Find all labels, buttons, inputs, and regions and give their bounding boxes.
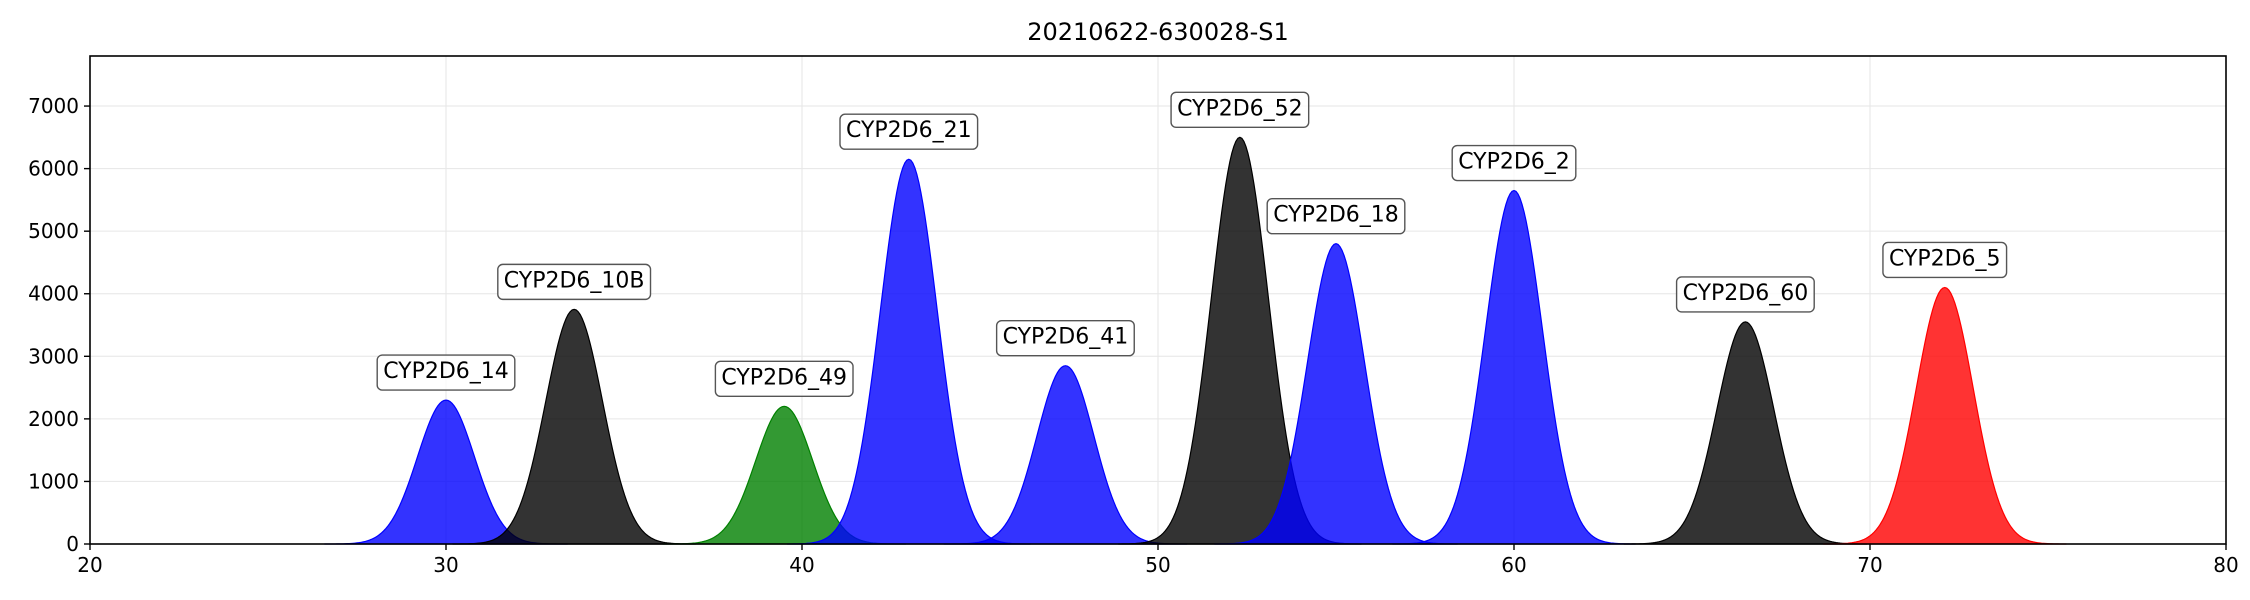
- peak-label-text: CYP2D6_41: [1003, 325, 1129, 350]
- chart-title: 20210622-630028-S1: [1027, 18, 1289, 46]
- peak-label-box: [376, 354, 516, 391]
- peak-label-box: [1451, 144, 1577, 182]
- x-tick-label: 40: [789, 553, 814, 577]
- x-tick-label: 30: [433, 553, 458, 577]
- labels-layer: CYP2D6_14 CYP2D6_10B CYP2D6_49 CYP2D6_21 CYP…: [376, 91, 2008, 398]
- peak-label-text: CYP2D6_2: [1458, 150, 1570, 175]
- x-tick-label: 80: [2213, 553, 2238, 577]
- peak-label-text: CYP2D6_18: [1273, 203, 1399, 228]
- axes: 20 30 40 50 60 70 80 0 1000 2000 3000 4000 5000 6000 7…: [28, 94, 2239, 577]
- peak-label: CYP2D6_18: [1266, 197, 1406, 235]
- y-tick-label: 3000: [28, 344, 79, 368]
- peak-label: CYP2D6_2: [1451, 144, 1577, 182]
- y-tick-label: 2000: [28, 407, 79, 431]
- peak: [452, 308, 696, 545]
- peak: [1214, 243, 1458, 545]
- peak-label: CYP2D6_21: [839, 113, 979, 150]
- peak: [943, 365, 1188, 545]
- peak-label-text: CYP2D6_10B: [504, 268, 645, 293]
- peak-label-text: CYP2D6_49: [721, 365, 847, 390]
- peak-label-text: CYP2D6_52: [1177, 96, 1303, 121]
- peak-label-box: [1675, 276, 1815, 313]
- peaks-layer: [324, 136, 2067, 545]
- y-tick-label: 0: [66, 532, 79, 556]
- peak-label-box: [995, 319, 1135, 357]
- peak-label-text: CYP2D6_21: [846, 118, 972, 143]
- peak-label: CYP2D6_5: [1882, 241, 2008, 279]
- peak: [1623, 321, 1868, 545]
- peak-label: CYP2D6_52: [1170, 91, 1310, 129]
- peak: [787, 158, 1031, 545]
- peak-label: CYP2D6_10B: [497, 263, 652, 301]
- y-tick-label: 4000: [28, 282, 79, 306]
- peak-label: CYP2D6_41: [995, 319, 1135, 357]
- peak: [1823, 286, 2067, 545]
- y-tick-label: 7000: [28, 94, 79, 118]
- peak-label-box: [497, 263, 652, 301]
- peak-label: CYP2D6_60: [1675, 276, 1815, 313]
- peak-label: CYP2D6_49: [714, 360, 854, 398]
- peak-label-box: [1882, 241, 2008, 279]
- x-tick-label: 70: [1857, 553, 1882, 577]
- y-tick-label: 5000: [28, 219, 79, 243]
- x-tick-label: 20: [77, 553, 102, 577]
- peak-label-box: [1170, 91, 1310, 129]
- x-tick-label: 60: [1501, 553, 1526, 577]
- peak-label-text: CYP2D6_60: [1683, 281, 1809, 306]
- y-tick-label: 1000: [28, 469, 79, 493]
- peak-label: CYP2D6_14: [376, 354, 516, 391]
- y-tick-label: 6000: [28, 157, 79, 181]
- peak-label-box: [714, 360, 854, 398]
- peak-label-text: CYP2D6_14: [383, 359, 509, 384]
- x-tick-label: 50: [1145, 553, 1170, 577]
- peak-label-box: [1266, 197, 1406, 235]
- peak: [1392, 189, 1636, 545]
- peak-label-text: CYP2D6_5: [1889, 246, 2001, 271]
- peak-label-box: [839, 113, 979, 150]
